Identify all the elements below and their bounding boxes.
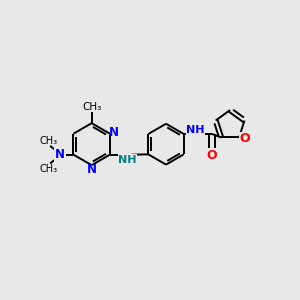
Text: N: N bbox=[87, 163, 97, 176]
Text: O: O bbox=[239, 132, 250, 146]
Text: O: O bbox=[207, 149, 217, 162]
Text: N: N bbox=[109, 126, 118, 139]
Text: N: N bbox=[55, 148, 65, 161]
Text: NH: NH bbox=[118, 155, 136, 165]
Text: CH₃: CH₃ bbox=[40, 164, 58, 174]
Text: NH: NH bbox=[186, 125, 205, 136]
Text: CH₃: CH₃ bbox=[40, 136, 58, 146]
Text: CH₃: CH₃ bbox=[82, 102, 101, 112]
